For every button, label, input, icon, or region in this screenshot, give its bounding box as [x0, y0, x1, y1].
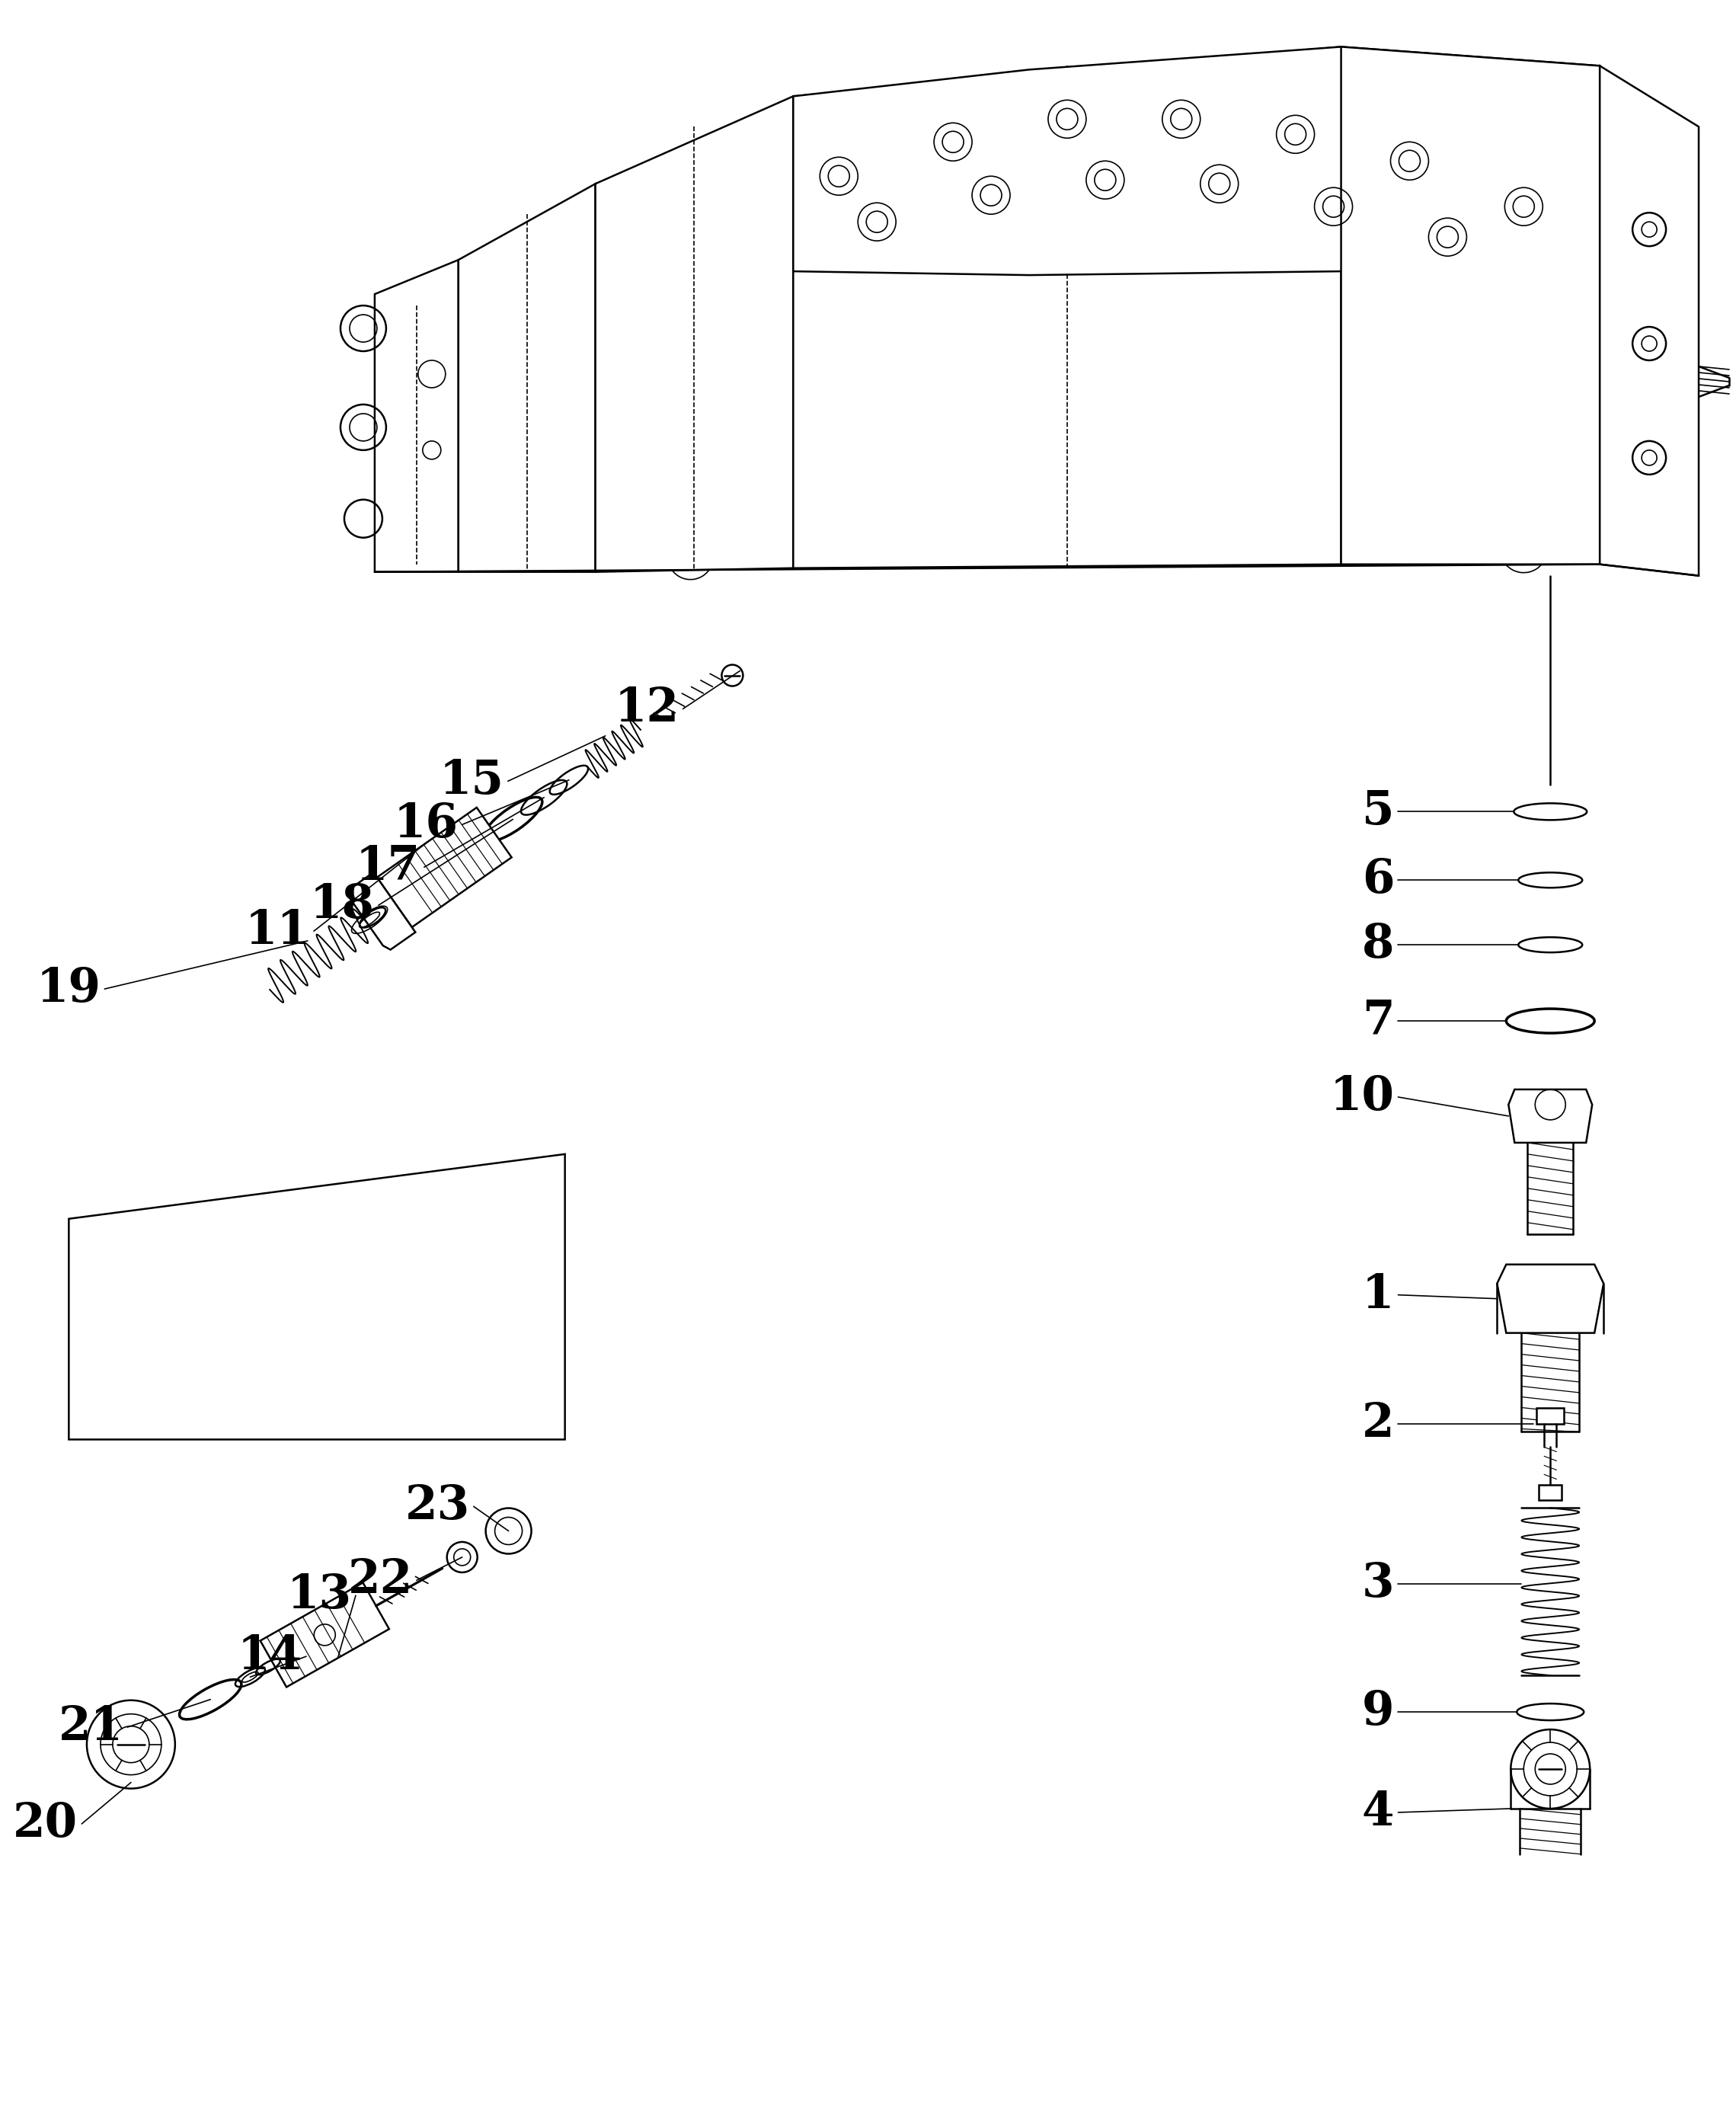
Text: 20: 20	[14, 1801, 78, 1847]
Text: 4: 4	[1363, 1790, 1394, 1835]
Text: 16: 16	[394, 802, 458, 848]
Bar	[1536, 1408, 1564, 1425]
Polygon shape	[1601, 66, 1700, 575]
Text: 2: 2	[1361, 1402, 1394, 1447]
Polygon shape	[377, 808, 512, 927]
Polygon shape	[595, 95, 793, 573]
Polygon shape	[1342, 47, 1601, 564]
Text: 9: 9	[1363, 1688, 1394, 1735]
Text: 12: 12	[615, 685, 679, 732]
Text: 18: 18	[311, 882, 375, 929]
Polygon shape	[458, 185, 595, 573]
Text: 17: 17	[356, 844, 420, 891]
Text: 21: 21	[59, 1705, 123, 1750]
Text: 8: 8	[1363, 923, 1394, 967]
Text: 13: 13	[286, 1572, 352, 1618]
Polygon shape	[1509, 1090, 1592, 1143]
Text: 23: 23	[404, 1483, 470, 1529]
Polygon shape	[793, 47, 1601, 276]
Text: 3: 3	[1363, 1561, 1394, 1608]
Polygon shape	[375, 261, 458, 573]
Text: 5: 5	[1363, 789, 1394, 834]
Text: 1: 1	[1363, 1273, 1394, 1317]
Text: 22: 22	[347, 1557, 413, 1603]
Text: 19: 19	[36, 965, 101, 1012]
Text: 11: 11	[245, 908, 311, 954]
Polygon shape	[260, 1582, 389, 1686]
Text: 6: 6	[1363, 857, 1394, 904]
Bar	[1538, 1485, 1562, 1500]
Polygon shape	[349, 872, 415, 950]
Text: 14: 14	[238, 1633, 302, 1680]
Polygon shape	[69, 1154, 564, 1440]
Polygon shape	[793, 47, 1342, 568]
Polygon shape	[1496, 1264, 1604, 1332]
Text: 15: 15	[439, 759, 503, 804]
Text: 7: 7	[1361, 999, 1394, 1044]
Text: 10: 10	[1330, 1073, 1394, 1120]
